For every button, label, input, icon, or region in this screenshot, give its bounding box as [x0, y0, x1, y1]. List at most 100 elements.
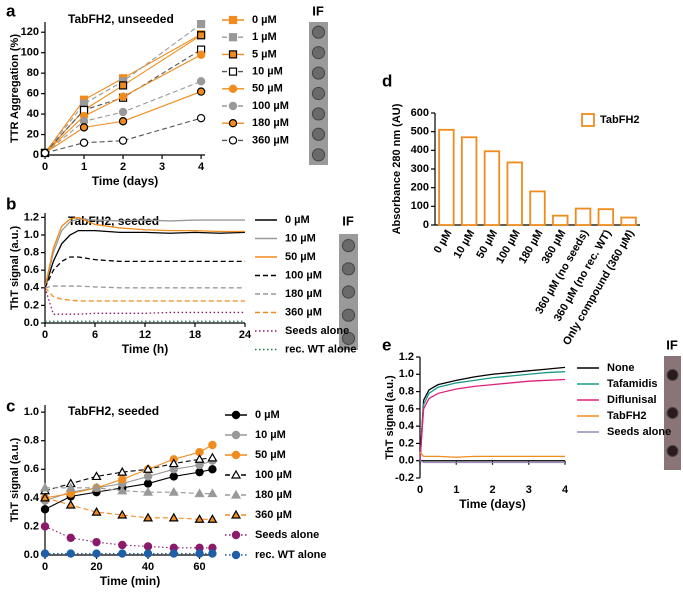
legend-label: TabFH2 [607, 410, 647, 422]
undefined [40, 549, 50, 558]
y-tick-label: 0.4 [24, 492, 40, 504]
legend-label: 10 µM [252, 66, 283, 78]
x-tick-label: 4 [562, 484, 569, 496]
y-tick-label: 0.8 [24, 435, 39, 447]
inset-well [311, 148, 326, 162]
y-tick-label: 1.0 [399, 368, 414, 380]
series-line [44, 23, 202, 154]
undefined [39, 492, 51, 502]
x-tick-label: 2 [489, 484, 495, 496]
legend-label: 100 µM [252, 100, 289, 112]
series-line [44, 497, 213, 520]
undefined [228, 136, 238, 145]
y-axis-label: ThT signal (a.u.) [9, 438, 21, 523]
x-tick-label: 12 [139, 329, 151, 341]
legend-swatch [581, 113, 595, 127]
y-tick-label: 400 [411, 144, 429, 156]
undefined [208, 549, 217, 558]
chart-title: TabFH2, unseeded [68, 12, 174, 26]
undefined [228, 67, 238, 76]
x-tick-label: 6 [92, 329, 98, 341]
y-tick-label: 0 [423, 219, 429, 231]
undefined [118, 136, 128, 145]
undefined [194, 514, 205, 523]
legend-label: 10 µM [255, 429, 286, 441]
undefined [231, 430, 241, 440]
y-tick-label: 40 [27, 108, 39, 120]
inset-well [311, 86, 326, 101]
undefined [118, 81, 128, 90]
inset-well [311, 66, 326, 80]
legend-label: Seeds alone [285, 325, 349, 337]
bar [620, 216, 637, 226]
undefined [40, 522, 50, 531]
legend-label: 1 µM [252, 31, 277, 43]
y-tick-label: 100 [21, 47, 39, 59]
y-tick-label: 0.0 [24, 317, 39, 329]
series-line [44, 91, 202, 154]
y-tick-label: 1.0 [24, 406, 39, 418]
undefined [230, 509, 242, 519]
legend-label: Seeds alone [255, 529, 319, 541]
y-tick-label: 1.2 [399, 351, 414, 363]
undefined [196, 31, 206, 40]
inset-well [341, 262, 356, 276]
undefined [143, 479, 153, 488]
undefined [231, 530, 241, 540]
legend-label: TabFH2 [600, 114, 640, 126]
series-line [44, 216, 245, 288]
legend-label: 0 µM [285, 214, 310, 226]
series-line [44, 229, 246, 288]
x-tick-label: 0 µM [432, 228, 455, 255]
x-tick-label: 4 [198, 161, 205, 173]
x-axis-label: Time (h) [122, 342, 168, 356]
undefined [169, 549, 178, 558]
series-line [44, 256, 245, 289]
y-tick-label: 100 [411, 200, 429, 212]
x-tick-label: 0 [42, 161, 48, 173]
undefined [196, 113, 206, 123]
panel-label: d [382, 71, 392, 90]
panel-label: c [6, 396, 15, 415]
y-tick-label: 600 [411, 107, 429, 119]
undefined [207, 452, 218, 462]
undefined [194, 488, 205, 498]
y-tick-label: -0.2 [395, 472, 414, 484]
legend-label: 50 µM [252, 83, 283, 95]
undefined [195, 467, 204, 477]
undefined [143, 549, 153, 558]
y-tick-label: 0.0 [399, 455, 414, 467]
undefined [168, 512, 179, 522]
y-tick-label: 20 [27, 128, 39, 140]
undefined [228, 15, 238, 25]
undefined [143, 472, 153, 481]
x-tick-label: 10 µM [451, 228, 477, 261]
series-line [44, 49, 202, 154]
y-tick-label: 60 [27, 88, 39, 100]
legend-label: 180 µM [252, 117, 289, 129]
legend-label: 360 µM [285, 306, 322, 318]
inset-well [666, 369, 679, 381]
inset-well [311, 107, 326, 121]
legend-label: 50 µM [285, 251, 316, 263]
undefined [39, 482, 51, 492]
y-tick-label: 0.2 [24, 520, 39, 532]
undefined [118, 92, 128, 101]
y-tick-label: 300 [411, 163, 429, 175]
x-axis-label: Time (min) [100, 574, 160, 588]
undefined [79, 123, 89, 132]
x-tick-label: 40 [142, 561, 154, 573]
undefined [208, 465, 217, 474]
series-line [44, 287, 245, 302]
undefined [207, 514, 218, 523]
bar [529, 190, 546, 226]
x-tick-label: 0 [417, 484, 423, 496]
inset-well [666, 407, 679, 419]
legend-label: 360 µM [252, 134, 289, 146]
undefined [231, 550, 241, 560]
inset-well [666, 445, 679, 457]
x-tick-label: 24 [239, 329, 252, 341]
legend-label: 180 µM [285, 288, 322, 300]
bar [574, 207, 592, 226]
